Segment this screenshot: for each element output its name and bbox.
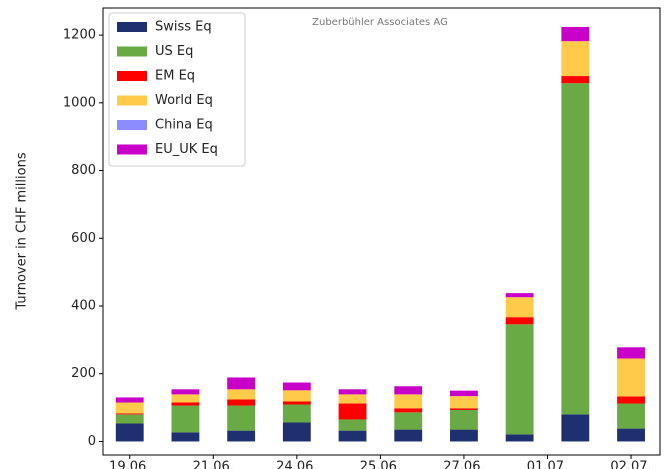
x-tick-label: 19.06.	[109, 460, 150, 469]
bar-segment	[505, 297, 534, 318]
y-tick-label: 1200	[63, 28, 96, 43]
x-tick-label: 24.06.	[276, 460, 317, 469]
bar-segment	[450, 390, 478, 397]
bar-segment	[338, 403, 367, 420]
y-tick-label: 0	[88, 434, 96, 449]
bar-segment	[505, 317, 534, 325]
y-tick-label: 200	[71, 366, 96, 381]
bar-segment	[561, 26, 590, 42]
bar-segment	[282, 404, 311, 423]
bar-segment	[282, 382, 311, 391]
bar-segment	[617, 403, 645, 429]
legend-swatch	[117, 120, 147, 130]
bar-segment	[617, 396, 645, 404]
bar-segment	[617, 358, 645, 397]
bar-segment	[227, 377, 256, 390]
bar-segment	[394, 394, 423, 409]
bar-segment	[171, 402, 200, 406]
bar-segment	[115, 402, 144, 414]
bar-segment	[115, 414, 144, 424]
x-tick-label: 01.07.	[527, 460, 568, 469]
bar-segment	[115, 413, 144, 415]
y-axis-label: Turnover in CHF millions	[15, 152, 30, 310]
x-tick-label: 27.06.	[443, 460, 484, 469]
x-tick-label: 21.06.	[193, 460, 234, 469]
y-tick-label: 600	[71, 231, 96, 246]
bar-segment	[617, 347, 645, 359]
y-tick-label: 800	[71, 163, 96, 178]
bar-segment	[282, 390, 311, 402]
legend-label: China Eq	[155, 118, 213, 133]
bar-segment	[394, 429, 423, 442]
bar-segment	[282, 401, 311, 405]
y-tick-label: 400	[71, 299, 96, 314]
bar-segment	[115, 423, 144, 442]
legend-label: US Eq	[155, 44, 193, 59]
bar-segment	[561, 414, 590, 442]
bar-segment	[338, 389, 367, 395]
plot-frame	[102, 7, 661, 456]
bar-segment	[171, 405, 200, 433]
bar-segment	[171, 432, 200, 442]
bar-segment	[505, 324, 534, 435]
bar-segment	[450, 429, 478, 442]
bar-segment	[450, 409, 478, 430]
legend-label: EU_UK Eq	[155, 142, 218, 157]
bar-segment	[171, 394, 200, 403]
bar-segment	[505, 434, 534, 442]
bar-segment	[227, 430, 256, 442]
bar-segment	[561, 83, 590, 415]
legend-swatch	[117, 46, 147, 57]
bar-segment	[338, 394, 367, 404]
bar-segment	[394, 408, 423, 413]
bar-segment	[394, 386, 423, 395]
legend-swatch	[117, 144, 147, 155]
bar-segment	[227, 405, 256, 431]
bar-segment	[227, 389, 256, 400]
bar-segment	[561, 76, 590, 84]
bar-segment	[282, 422, 311, 442]
legend-label: World Eq	[155, 93, 213, 108]
x-tick-label: 25.06.	[360, 460, 401, 469]
annotation: Zuberbühler Associates AG	[312, 17, 448, 28]
legend-swatch	[117, 71, 147, 81]
bar-segment	[505, 293, 534, 298]
legend-swatch	[117, 22, 147, 32]
y-tick-label: 1000	[63, 95, 96, 110]
legend-label: EM Eq	[155, 69, 195, 84]
legend-label: Swiss Eq	[155, 20, 212, 35]
bar-segment	[394, 412, 423, 430]
bar-segment	[115, 397, 144, 403]
bar-segment	[450, 408, 478, 410]
bar-segment	[450, 396, 478, 409]
bar-segment	[338, 430, 367, 442]
bar-segment	[227, 399, 256, 406]
bar-segment	[617, 428, 645, 442]
x-tick-label: 02.07.	[610, 460, 651, 469]
bar-segment	[171, 389, 200, 395]
bar-segment	[338, 419, 367, 431]
legend-swatch	[117, 95, 147, 106]
bar-segment	[561, 41, 590, 77]
